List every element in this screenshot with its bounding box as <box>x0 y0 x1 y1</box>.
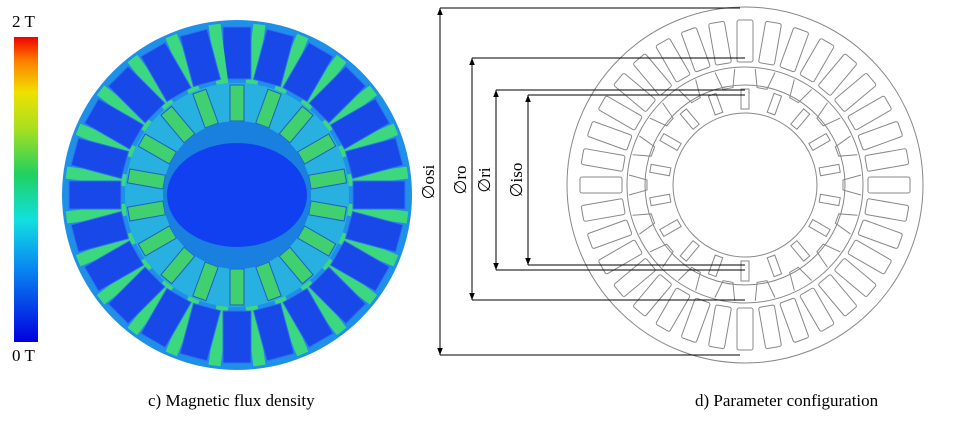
slot <box>613 258 655 297</box>
pole <box>678 265 704 291</box>
slot <box>865 148 909 171</box>
inner-slot <box>650 194 671 205</box>
inner-slot <box>660 134 681 151</box>
slot <box>834 258 876 297</box>
dim-label: ∅osi <box>419 164 438 199</box>
bore <box>673 113 817 257</box>
slot <box>633 274 672 316</box>
rotor-pole <box>230 269 244 305</box>
slot <box>818 274 857 316</box>
inner-slot <box>819 164 840 175</box>
inner-slot <box>767 93 781 115</box>
pole <box>814 103 841 130</box>
colorbar-min: 0 T <box>12 346 35 365</box>
caption: d) Parameter configuration <box>695 391 879 410</box>
flux-plot <box>62 20 412 370</box>
inner-slot <box>791 109 810 129</box>
pole <box>650 103 677 130</box>
slot <box>758 21 781 65</box>
shaft <box>167 143 307 247</box>
inner-slot <box>650 164 671 175</box>
slot <box>223 27 251 79</box>
slot <box>834 73 876 112</box>
slot <box>69 181 121 209</box>
slot <box>581 198 625 221</box>
slot <box>708 21 731 65</box>
colorbar <box>14 37 38 342</box>
caption: c) Magnetic flux density <box>148 391 315 410</box>
pole <box>629 175 647 195</box>
inner-slot <box>767 255 781 277</box>
pole <box>785 265 811 291</box>
pole <box>650 240 677 267</box>
pole <box>785 80 811 106</box>
outer <box>567 7 923 363</box>
slot <box>758 305 781 349</box>
inner-slot <box>809 220 830 237</box>
slot <box>737 20 753 62</box>
slot <box>353 181 405 209</box>
pole <box>678 80 704 106</box>
ring <box>627 67 863 303</box>
slot <box>708 305 731 349</box>
slot <box>868 177 910 193</box>
inner-slot <box>708 255 722 277</box>
slot <box>865 198 909 221</box>
inner-slot <box>741 261 749 281</box>
inner-slot <box>708 93 722 115</box>
pole <box>814 240 841 267</box>
slot <box>613 73 655 112</box>
inner-slot <box>791 241 810 261</box>
pole <box>843 175 861 195</box>
inner-slot <box>819 194 840 205</box>
slot <box>580 177 622 193</box>
inner-slot <box>660 220 681 237</box>
slot <box>737 308 753 350</box>
dim-label: ∅ro <box>451 166 470 195</box>
slot <box>223 311 251 363</box>
slot <box>581 148 625 171</box>
inner-slot <box>741 89 749 109</box>
rotor-pole <box>230 85 244 121</box>
inner-slot <box>809 134 830 151</box>
slot <box>818 53 857 95</box>
dim-label: ∅iso <box>507 163 526 198</box>
colorbar-max: 2 T <box>12 12 35 31</box>
figure: 2 T 0 T ∅osi ∅ro ∅ri ∅iso c) Magnetic fl… <box>0 0 954 437</box>
ring <box>645 85 845 285</box>
dim-label: ∅ri <box>475 167 494 192</box>
motor-outline <box>567 7 923 363</box>
inner-slot <box>680 109 699 129</box>
inner-slot <box>680 241 699 261</box>
